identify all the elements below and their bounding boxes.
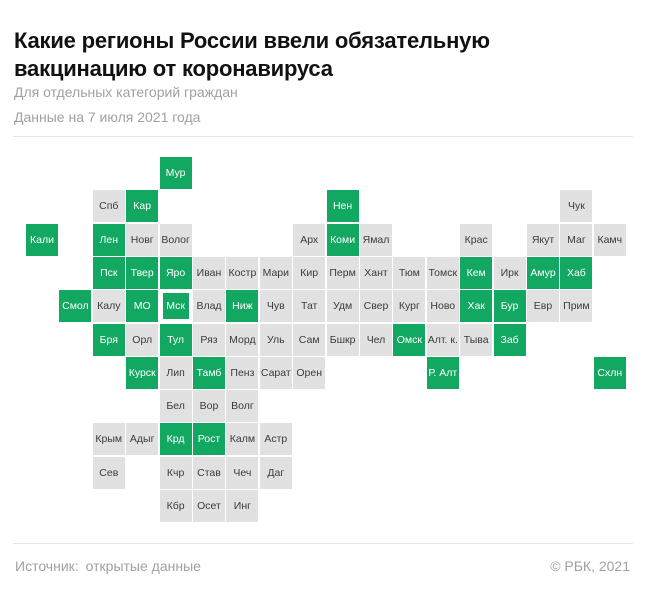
region-tile: Иван: [193, 256, 225, 289]
region-tile: Калу: [92, 290, 125, 323]
region-tile: Мск: [159, 290, 192, 323]
region-tile: Лен: [92, 223, 125, 256]
region-tile: Пск: [92, 256, 125, 289]
region-tile: Перм: [326, 256, 359, 289]
region-tile: Хаб: [560, 256, 593, 289]
region-tile: Тыва: [460, 323, 493, 356]
region-tile: Кем: [460, 256, 493, 289]
region-tile: Рост: [193, 423, 225, 456]
region-tile: Новг: [126, 223, 159, 256]
subtitle-audience: Для отдельных категорий граждан: [14, 84, 238, 100]
region-tile: Спб: [92, 190, 125, 223]
region-tile: Коми: [326, 223, 359, 256]
region-tile: Кир: [293, 256, 326, 289]
region-tile: Тул: [159, 323, 192, 356]
region-tile: Ряз: [193, 323, 225, 356]
region-tile: Сам: [293, 323, 326, 356]
region-tile: Сев: [92, 456, 125, 489]
region-tile: Тюм: [393, 256, 426, 289]
region-tile: Ирк: [493, 256, 526, 289]
source-label: Источник:: [15, 558, 79, 574]
region-tile: Калм: [226, 423, 259, 456]
region-tile: Ямал: [360, 223, 392, 256]
region-tile: Крд: [159, 423, 192, 456]
region-tile: Костр: [226, 256, 259, 289]
region-tile: Камч: [593, 223, 626, 256]
region-tile: Кург: [393, 290, 426, 323]
region-tile: Хак: [460, 290, 493, 323]
region-tile: Кчр: [159, 456, 192, 489]
region-tile: Евр: [527, 290, 559, 323]
header-divider: [13, 136, 633, 137]
region-tile: Адыг: [126, 423, 159, 456]
region-tile: Бур: [493, 290, 526, 323]
region-tile: Чеч: [226, 456, 259, 489]
region-tile: Нен: [326, 190, 359, 223]
region-tile: Бшкр: [326, 323, 359, 356]
region-tile: МО: [126, 290, 159, 323]
region-tile: Влад: [193, 290, 225, 323]
region-tile: Чув: [259, 290, 292, 323]
region-tile: Якут: [527, 223, 559, 256]
region-tile: Заб: [493, 323, 526, 356]
region-tile: Инг: [226, 490, 259, 522]
region-tile: Крым: [92, 423, 125, 456]
region-tile: Волг: [226, 390, 259, 423]
region-tile: Смол: [59, 290, 92, 323]
region-tile: Амур: [527, 256, 559, 289]
region-tile: Алт. к.: [426, 323, 459, 356]
region-tile: Схлн: [593, 356, 626, 389]
region-tile: Орл: [126, 323, 159, 356]
region-tile: Маг: [560, 223, 593, 256]
region-tile: Кали: [26, 223, 58, 256]
region-tile: Бря: [92, 323, 125, 356]
region-tile: Лип: [159, 356, 192, 389]
region-tile: Даг: [259, 456, 292, 489]
region-tile: Чел: [360, 323, 392, 356]
region-tile: Удм: [326, 290, 359, 323]
region-tile: Осет: [193, 490, 225, 522]
region-tile: Уль: [259, 323, 292, 356]
region-tile: Томск: [426, 256, 459, 289]
region-tile: Вор: [193, 390, 225, 423]
region-tile: Р. Алт: [426, 356, 459, 389]
region-tile: Тат: [293, 290, 326, 323]
region-tile: Твер: [126, 256, 159, 289]
region-tile: Став: [193, 456, 225, 489]
footer-divider: [13, 543, 633, 544]
region-tile: Кар: [126, 190, 159, 223]
region-tile: Пенз: [226, 356, 259, 389]
region-tile: Орен: [293, 356, 326, 389]
region-tile: Арх: [293, 223, 326, 256]
region-tile: Бел: [159, 390, 192, 423]
region-tile: Сарат: [259, 356, 292, 389]
copyright: © РБК, 2021: [550, 558, 630, 574]
region-tile: Свер: [360, 290, 392, 323]
region-tile: Морд: [226, 323, 259, 356]
region-tile: Прим: [560, 290, 593, 323]
region-tile: Чук: [560, 190, 593, 223]
region-tile: Мари: [259, 256, 292, 289]
region-tile: Курск: [126, 356, 159, 389]
region-tile: Волог: [159, 223, 192, 256]
region-tile: Кбр: [159, 490, 192, 522]
region-tile: Мур: [159, 157, 192, 189]
region-tile: Хант: [360, 256, 392, 289]
region-tile: Крас: [460, 223, 493, 256]
region-tile: Яро: [159, 256, 192, 289]
region-tile: Ново: [426, 290, 459, 323]
source-value: открытые данные: [85, 558, 201, 574]
region-tile: Тамб: [193, 356, 225, 389]
region-tile: Омск: [393, 323, 426, 356]
page-title: Какие регионы России ввели обязательную …: [14, 27, 490, 81]
source-line: Источник: открытые данные: [15, 558, 201, 574]
subtitle-date: Данные на 7 июля 2021 года: [14, 109, 201, 125]
region-tile: Астр: [259, 423, 292, 456]
region-tile: Ниж: [226, 290, 259, 323]
